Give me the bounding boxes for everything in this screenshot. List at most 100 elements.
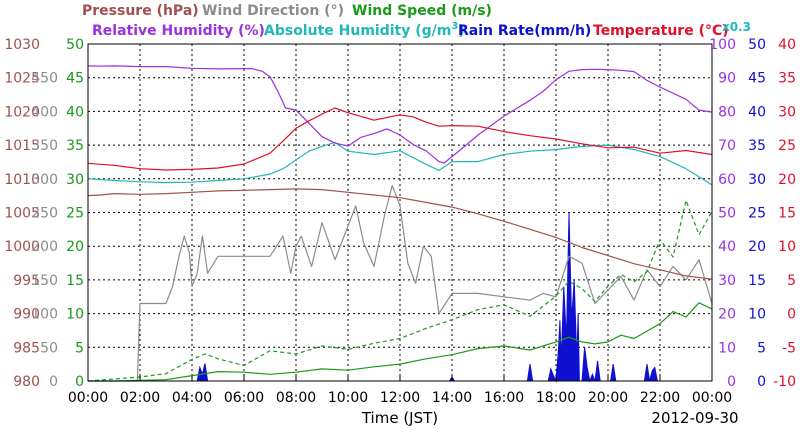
y-axes: 1030102510201015101010051000995990985980…: [4, 37, 796, 390]
tick-wind-speed: 50: [66, 37, 84, 53]
x-tick-label: 12:00: [380, 390, 420, 406]
tick-temperature: 40: [778, 37, 796, 53]
tick-wind-speed: 10: [66, 307, 84, 323]
x-tick-label: 00:00: [692, 390, 732, 406]
tick-rain-rate: 30: [748, 172, 766, 188]
tick-wind-direction: 250: [31, 206, 58, 222]
tick-humidity: 40: [718, 239, 736, 255]
tick-wind-direction: 200: [31, 239, 58, 255]
tick-wind-direction: 350: [31, 138, 58, 154]
tick-wind-speed: 30: [66, 172, 84, 188]
tick-wind-speed: 20: [66, 239, 84, 255]
legend: Pressure (hPa) Wind Direction (°) Wind S…: [82, 3, 751, 39]
tick-humidity: 60: [718, 172, 736, 188]
tick-temperature: -10: [773, 374, 796, 390]
tick-pressure: 1030: [4, 37, 40, 53]
tick-wind-direction: 300: [31, 172, 58, 188]
tick-humidity: 0: [727, 374, 736, 390]
tick-temperature: 15: [778, 206, 796, 222]
tick-pressure: 980: [13, 374, 40, 390]
tick-pressure: 985: [13, 340, 40, 356]
series-pressure: [87, 188, 713, 280]
tick-humidity: 80: [718, 104, 736, 120]
legend-rain-rate: Rain Rate(mm/h): [458, 23, 591, 39]
x-tick-label: 18:00: [536, 390, 576, 406]
x-tick-label: 02:00: [120, 390, 160, 406]
x-tick-label: 08:00: [276, 390, 316, 406]
legend-temperature: Temperature (°C): [593, 23, 729, 39]
tick-rain-rate: 0: [757, 374, 766, 390]
tick-pressure: 1010: [4, 172, 40, 188]
tick-temperature: 25: [778, 138, 796, 154]
x-tick-label: 06:00: [224, 390, 264, 406]
tick-wind-direction: 150: [31, 273, 58, 289]
legend-absolute-humidity-tail: ): [458, 23, 464, 39]
legend-wind-direction: Wind Direction (°): [202, 3, 344, 19]
series-wind-speed-max: [87, 199, 713, 382]
tick-wind-speed: 35: [66, 138, 84, 154]
tick-rain-rate: 50: [748, 37, 766, 53]
legend-absolute-humidity-sup: 3: [451, 21, 458, 32]
tick-humidity: 70: [718, 138, 736, 154]
tick-temperature: -5: [782, 340, 796, 356]
tick-rain-rate: 45: [748, 71, 766, 87]
tick-pressure: 1015: [4, 138, 40, 154]
tick-wind-direction: 400: [31, 104, 58, 120]
series-temperature: [87, 107, 713, 171]
tick-pressure: 1020: [4, 104, 40, 120]
legend-absolute-humidity: Absolute Humidity (g/m3): [264, 21, 465, 39]
tick-pressure: 990: [13, 307, 40, 323]
legend-pressure: Pressure (hPa): [82, 3, 199, 19]
x-tick-label: 20:00: [588, 390, 628, 406]
tick-temperature: 35: [778, 71, 796, 87]
series-wind-direction: [88, 184, 713, 382]
tick-humidity: 90: [718, 71, 736, 87]
tick-rain-rate: 15: [748, 273, 766, 289]
tick-rain-rate: 5: [757, 340, 766, 356]
legend-relative-humidity: Relative Humidity (%): [92, 23, 265, 39]
tick-wind-speed: 40: [66, 104, 84, 120]
tick-temperature: 10: [778, 239, 796, 255]
tick-wind-speed: 5: [75, 340, 84, 356]
tick-humidity: 50: [718, 206, 736, 222]
x-tick-label: 16:00: [484, 390, 524, 406]
x-tick-label: 14:00: [432, 390, 472, 406]
series-absolute-humidity: [87, 141, 713, 186]
tick-wind-speed: 45: [66, 71, 84, 87]
tick-wind-direction: 450: [31, 71, 58, 87]
tick-temperature: 20: [778, 172, 796, 188]
date-label: 2012-09-30: [651, 409, 738, 427]
tick-rain-rate: 40: [748, 104, 766, 120]
x-axis-label: Time (JST): [361, 409, 438, 427]
tick-wind-direction: 100: [31, 307, 58, 323]
tick-temperature: 5: [787, 273, 796, 289]
tick-pressure: 1025: [4, 71, 40, 87]
tick-temperature: 0: [787, 307, 796, 323]
series-relative-humidity: [87, 65, 713, 164]
tick-rain-rate: 10: [748, 307, 766, 323]
tick-humidity: 10: [718, 340, 736, 356]
tick-wind-speed: 15: [66, 273, 84, 289]
legend-wind-speed: Wind Speed (m/s): [352, 3, 492, 19]
tick-pressure: 1000: [4, 239, 40, 255]
plot-area: [87, 65, 713, 383]
tick-wind-direction: 50: [40, 340, 58, 356]
tick-rain-rate: 25: [748, 206, 766, 222]
x-tick-label: 22:00: [640, 390, 680, 406]
x-tick-label: 04:00: [172, 390, 212, 406]
x-tick-label: 10:00: [328, 390, 368, 406]
tick-humidity: 30: [718, 273, 736, 289]
tick-pressure: 1005: [4, 206, 40, 222]
tick-wind-speed: 25: [66, 206, 84, 222]
series-wind-speed: [88, 302, 713, 382]
x-axis: 00:00 02:00 04:00 06:00 08:00 10:00 12:00 14:00…: [68, 376, 732, 406]
tick-rain-rate: 20: [748, 239, 766, 255]
tick-rain-rate: 35: [748, 138, 766, 154]
tick-pressure: 995: [13, 273, 40, 289]
tick-wind-direction: 0: [49, 374, 58, 390]
grid: [88, 44, 712, 381]
tick-humidity: 100: [709, 37, 736, 53]
tick-wind-speed: 0: [75, 374, 84, 390]
